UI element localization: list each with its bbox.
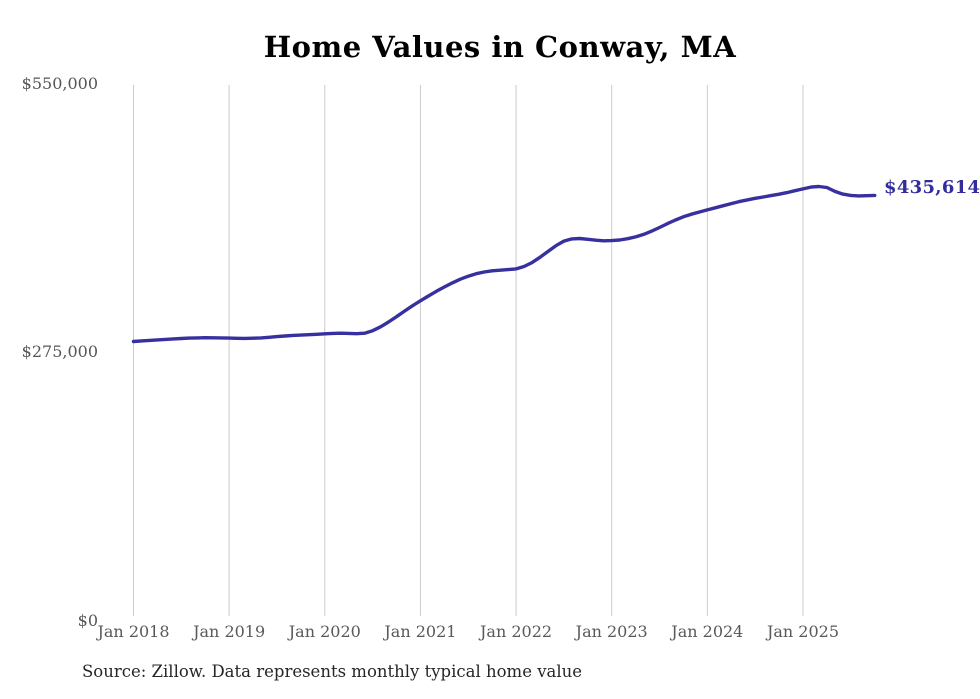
x-axis-tick-label: Jan 2023 — [575, 622, 648, 641]
y-axis-tick-275000: $275,000 — [21, 342, 98, 361]
home-value-line — [131, 184, 877, 344]
x-axis-tick-label: Jan 2018 — [97, 622, 170, 641]
chart-title: Home Values in Conway, MA — [263, 30, 737, 64]
x-axis-tick-label: Jan 2020 — [288, 622, 361, 641]
y-axis-tick-0: $0 — [77, 611, 98, 630]
x-axis-tick-label: Jan 2025 — [766, 622, 839, 641]
x-axis-tick-label: Jan 2019 — [193, 622, 266, 641]
x-axis-tick-label: Jan 2022 — [480, 622, 553, 641]
source-note: Source: Zillow. Data represents monthly … — [82, 662, 583, 681]
x-axis-tick-label: Jan 2024 — [671, 622, 744, 641]
x-axis-tick-label: Jan 2021 — [384, 622, 457, 641]
last-value-label: $435,614 — [884, 177, 980, 198]
y-axis-tick-550000: $550,000 — [21, 74, 98, 93]
